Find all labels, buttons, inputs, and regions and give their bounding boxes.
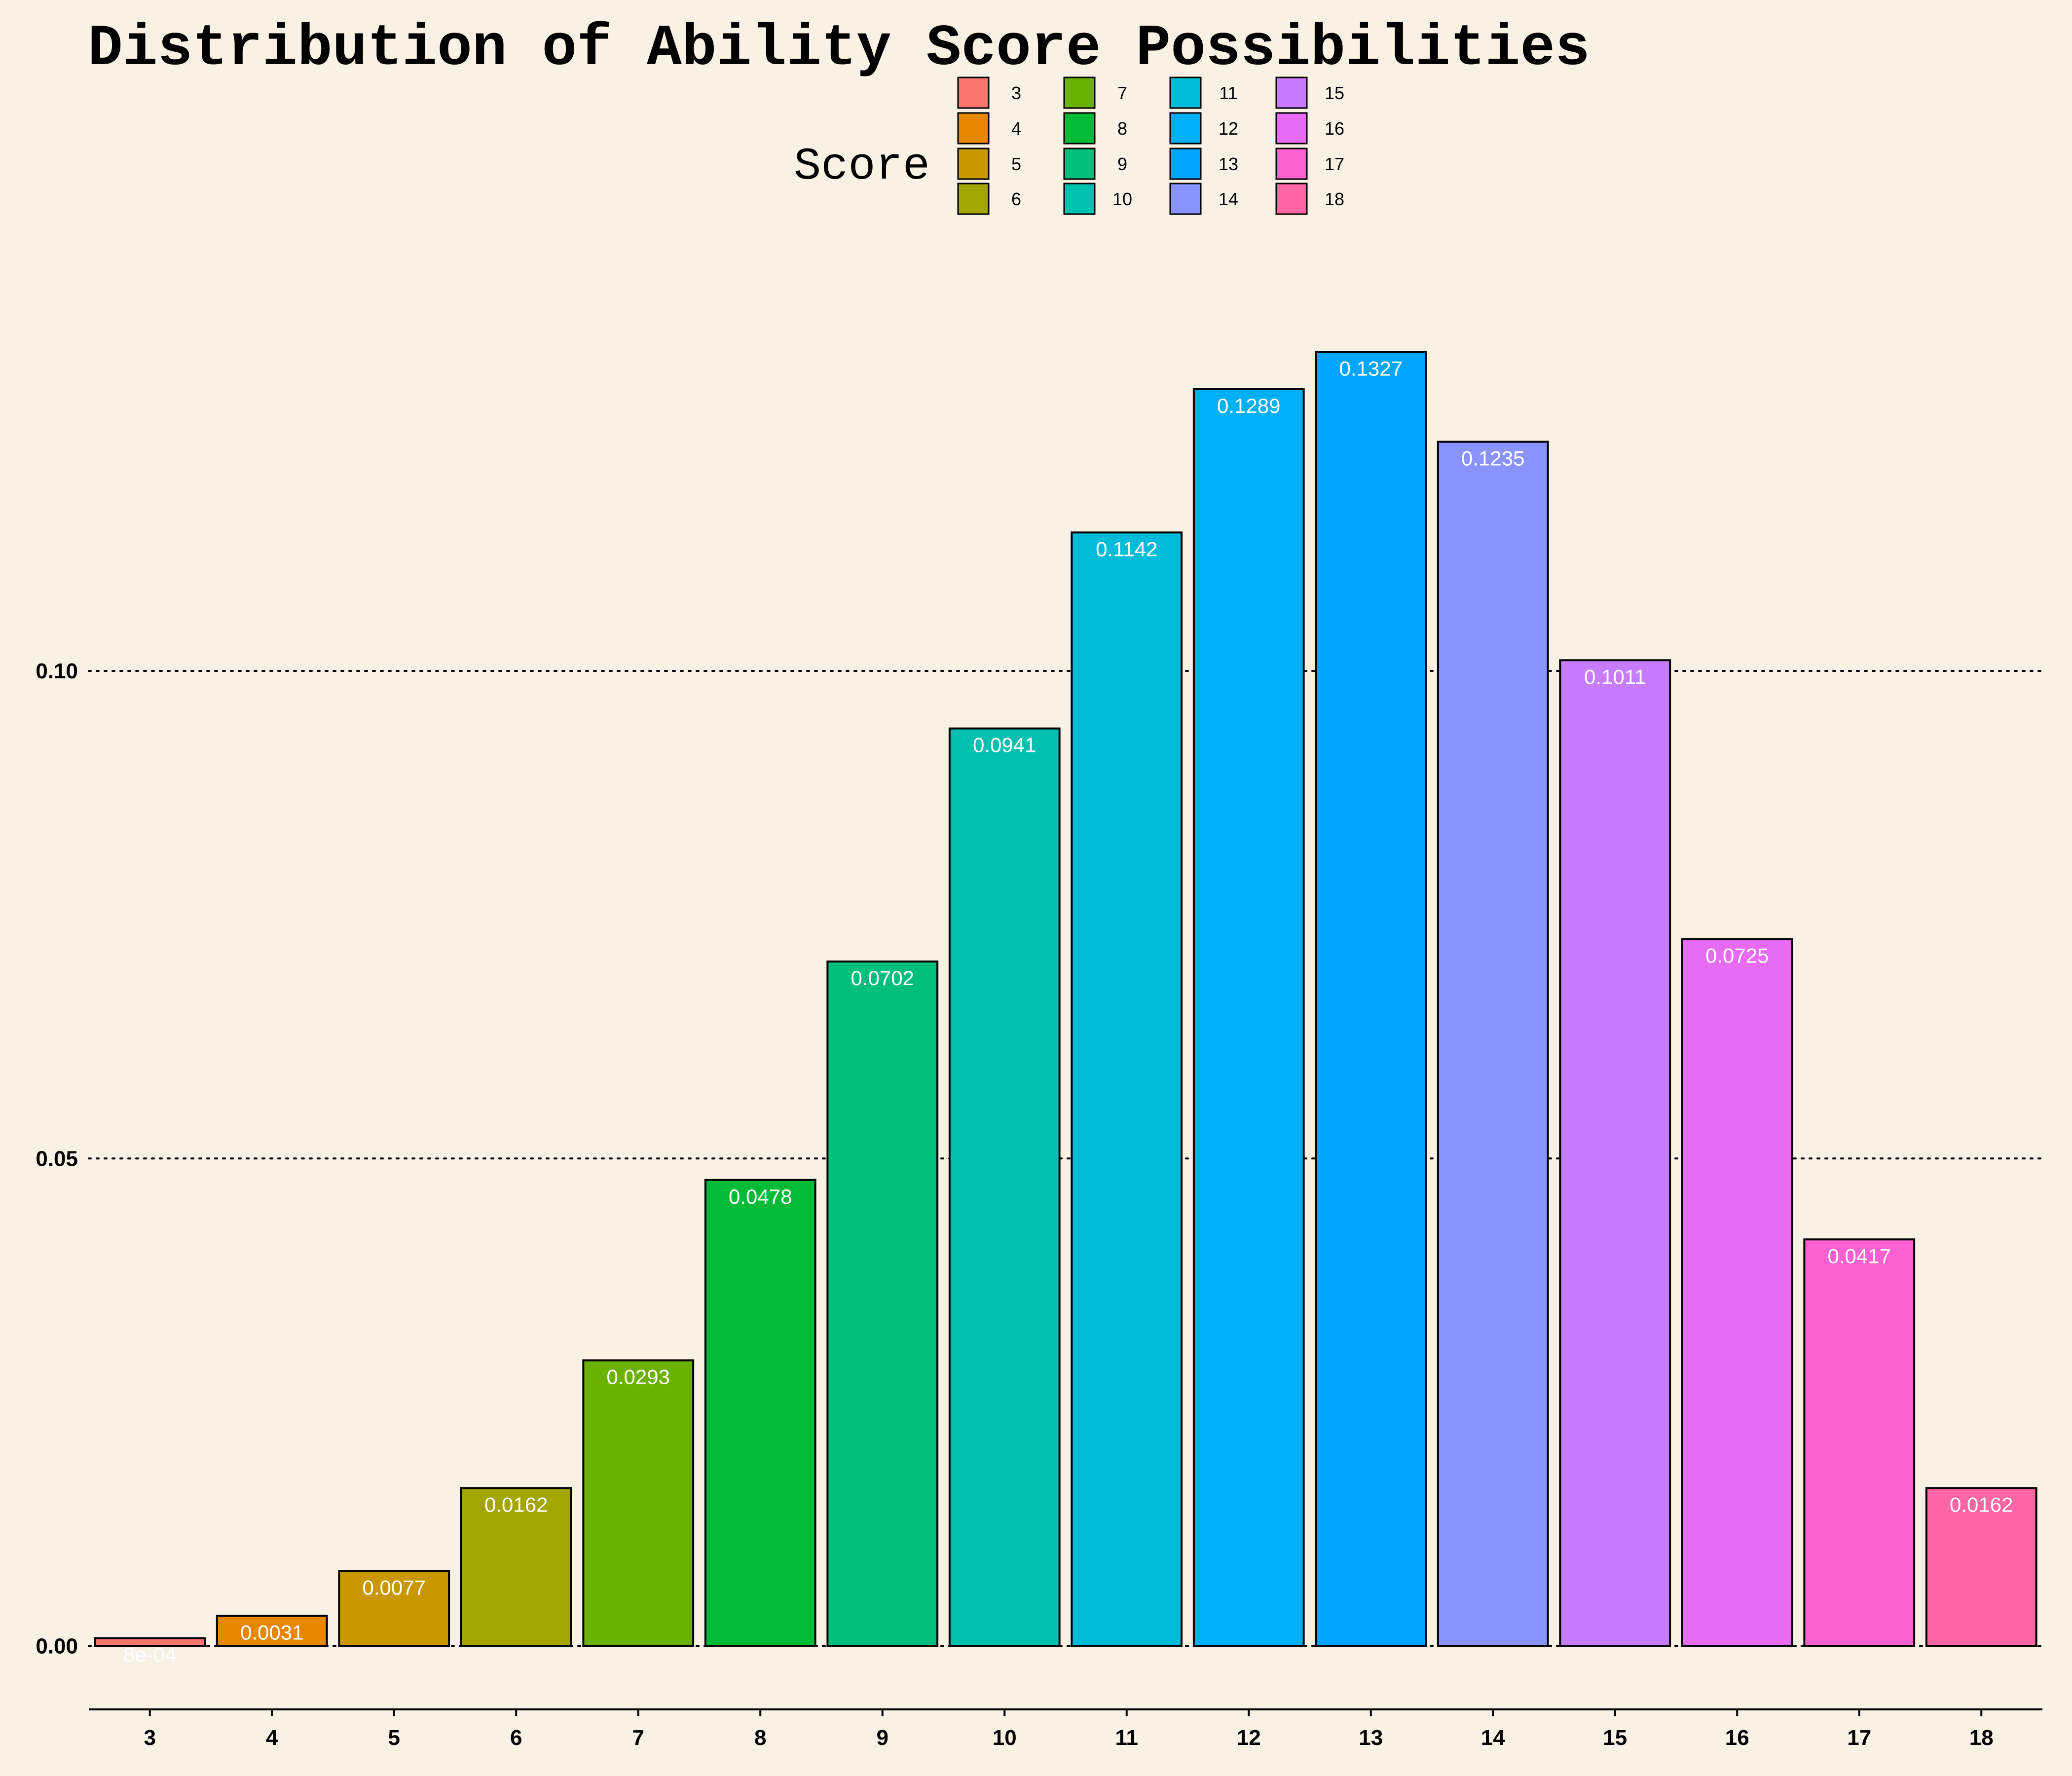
x-tick-label: 10 [993,1726,1017,1750]
legend-label: 13 [1219,154,1238,174]
legend-label: 16 [1325,118,1344,139]
bar-label: 8e-04 [123,1643,176,1666]
legend-key-14 [1169,183,1202,215]
x-tick-label: 18 [1969,1726,1994,1750]
x-tick-label: 11 [1115,1726,1138,1750]
x-tick-label: 15 [1603,1726,1627,1750]
bar-label: 0.0293 [607,1365,670,1388]
y-tick-label: 0.05 [36,1147,78,1171]
legend-key-6 [957,183,990,215]
x-tick-label: 5 [388,1726,400,1750]
x-axis: 3 4 5 6 7 8 9 10 11 12 13 14 15 16 17 18 [89,1708,2042,1750]
bar-labels: 8e-04 0.0031 0.0077 0.0162 0.0293 0.0478 0.070… [123,357,2013,1666]
x-tick-label: 16 [1725,1726,1749,1750]
bar-15 [1559,659,1671,1647]
legend-key-11 [1169,76,1202,109]
y-axis: 0.00 0.05 0.10 [36,659,78,1659]
x-tick-label: 9 [877,1726,888,1750]
legend-key-5 [957,148,990,180]
legend-key-18 [1275,183,1308,215]
bar-10 [948,727,1061,1647]
bar-11 [1071,531,1183,1647]
bar-14 [1437,441,1549,1647]
legend-key-3 [957,76,990,109]
bar-7 [582,1359,695,1647]
legend-label: 6 [1011,189,1021,209]
x-tick-label: 7 [632,1726,644,1750]
bar-label: 0.1235 [1461,447,1524,470]
legend: Score 3 4 5 6 7 8 9 10 11 12 13 14 15 16 17 18 [794,76,1344,215]
bar-9 [826,961,939,1647]
x-tick-label: 17 [1847,1726,1871,1750]
legend-label: 12 [1219,118,1238,139]
bar-3 [94,1637,206,1647]
bar-label: 0.0702 [851,966,914,990]
legend-label: 18 [1325,189,1344,209]
legend-key-16 [1275,112,1308,145]
chart-title: Distribution of Ability Score Possibilit… [88,16,1590,82]
y-tick-label: 0.00 [36,1634,78,1659]
bar-label: 0.0725 [1705,944,1769,967]
legend-label: 8 [1117,118,1127,139]
x-tick-label: 13 [1359,1726,1383,1750]
bar-8 [704,1179,816,1647]
legend-label: 17 [1325,154,1344,174]
legend-label: 15 [1325,83,1344,103]
legend-key-12 [1169,112,1202,145]
legend-key-13 [1169,148,1202,180]
bars [94,351,2037,1647]
legend-label: 5 [1011,154,1021,174]
bar-label: 0.0417 [1828,1244,1891,1267]
legend-label: 7 [1117,83,1127,103]
bar-18 [1925,1487,2037,1647]
bar-label: 0.0031 [240,1621,303,1644]
x-tick-label: 8 [754,1726,766,1750]
legend-key-17 [1275,148,1308,180]
legend-key-15 [1275,76,1308,109]
legend-key-9 [1063,148,1096,180]
y-tick-label: 0.10 [36,659,78,683]
bar-label: 0.0162 [1950,1493,2013,1516]
bar-label: 0.1011 [1584,665,1646,688]
bar-label: 0.0077 [363,1576,426,1599]
legend-key-8 [1063,112,1096,145]
bar-13 [1315,351,1427,1647]
x-tick-label: 12 [1237,1726,1261,1750]
bar-12 [1192,388,1305,1647]
x-tick-label: 4 [266,1726,278,1750]
bar-label: 0.1142 [1096,537,1157,560]
bar-6 [460,1487,572,1647]
bar-4 [216,1615,328,1647]
legend-label: 10 [1112,189,1132,209]
legend-key-7 [1063,76,1096,109]
bar-16 [1681,938,1793,1647]
legend-key-4 [957,112,990,145]
bar-label: 0.1289 [1217,394,1280,417]
legend-label: 9 [1117,154,1127,174]
bar-label: 0.1327 [1339,357,1403,380]
legend-key-10 [1063,183,1096,215]
bar-label: 0.0478 [729,1185,792,1208]
x-tick-label: 3 [144,1726,156,1750]
x-tick-label: 6 [510,1726,522,1750]
x-tick-label: 14 [1481,1726,1505,1750]
bar-label: 0.0162 [484,1493,548,1516]
legend-title: Score [794,141,930,192]
legend-label: 14 [1219,189,1238,209]
bar-5 [338,1570,450,1647]
legend-label: 4 [1011,118,1021,139]
bar-17 [1803,1238,1916,1647]
bar-label: 0.0941 [973,734,1036,757]
legend-label: 3 [1011,83,1021,103]
legend-label: 11 [1219,83,1237,103]
